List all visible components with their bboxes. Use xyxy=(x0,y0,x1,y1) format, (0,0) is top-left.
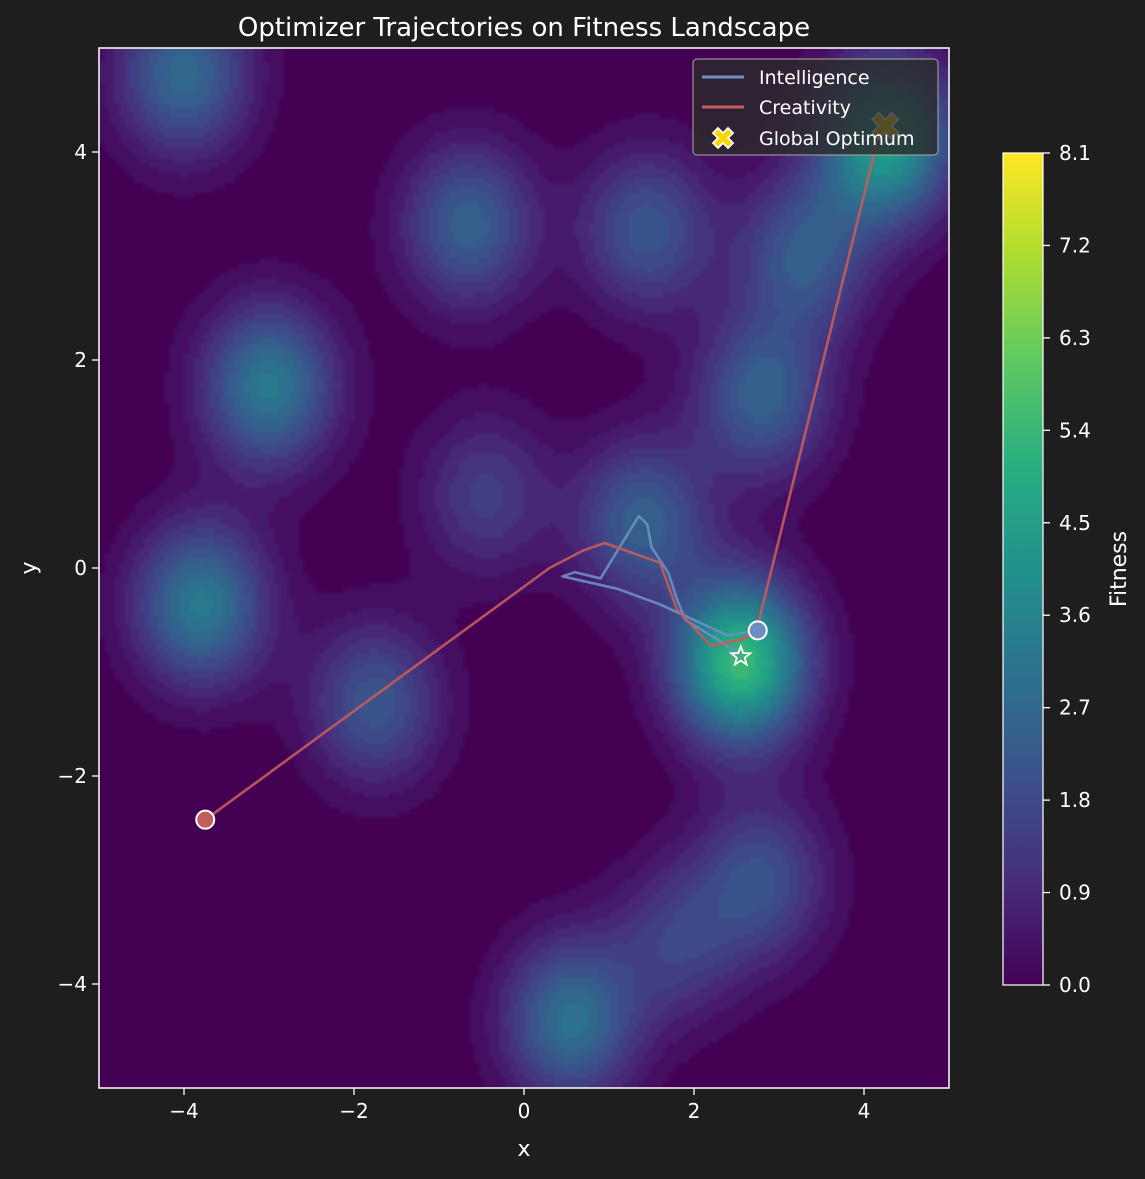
colorbar-ticks: 0.0 0.9 1.8 2.7 3.6 4.5 5.4 6.3 7.2 8.1 xyxy=(1043,141,1091,997)
x-tick-label: 0 xyxy=(518,1099,531,1123)
y-axis-label: y xyxy=(17,561,42,574)
chart-title: Optimizer Trajectories on Fitness Landsc… xyxy=(238,13,810,43)
x-axis-label: x xyxy=(517,1137,530,1162)
fitness-landscape xyxy=(99,48,949,1088)
x-tick-label: −2 xyxy=(339,1099,368,1123)
end-star-marker xyxy=(728,643,753,667)
y-tick-label: 2 xyxy=(74,348,87,372)
y-tick-label: 4 xyxy=(74,140,87,164)
start-marker-intelligence xyxy=(747,620,768,641)
start-marker-creativity xyxy=(195,809,216,830)
x-axis-ticks: −4 −2 0 2 4 xyxy=(169,1088,870,1123)
y-tick-label: −2 xyxy=(58,764,87,788)
x-tick-label: −4 xyxy=(169,1099,198,1123)
colorbar-tick-label: 5.4 xyxy=(1059,418,1091,442)
colorbar-tick-label: 7.2 xyxy=(1059,233,1091,257)
colorbar-tick-label: 8.1 xyxy=(1059,141,1091,165)
colorbar-gradient xyxy=(1002,152,1044,986)
colorbar: 0.0 0.9 1.8 2.7 3.6 4.5 5.4 6.3 7.2 8.1 Fitness xyxy=(1002,141,1132,997)
colorbar-tick-label: 0.9 xyxy=(1059,881,1091,905)
y-tick-label: −4 xyxy=(58,972,87,996)
legend-box xyxy=(692,58,939,156)
x-tick-label: 4 xyxy=(858,1099,871,1123)
y-tick-label: 0 xyxy=(74,556,87,580)
colorbar-tick-label: 6.3 xyxy=(1059,326,1091,350)
x-tick-label: 2 xyxy=(688,1099,701,1123)
colorbar-label: Fitness xyxy=(1107,531,1132,607)
colorbar-tick-label: 1.8 xyxy=(1059,788,1091,812)
legend-global-optimum-marker xyxy=(711,126,735,150)
colorbar-tick-label: 3.6 xyxy=(1059,603,1091,627)
y-axis-ticks: −4 −2 0 2 4 xyxy=(58,140,99,996)
colorbar-tick-label: 2.7 xyxy=(1059,696,1091,720)
colorbar-tick-label: 4.5 xyxy=(1059,511,1091,535)
trajectory-intelligence xyxy=(560,514,759,658)
legend: Intelligence Creativity Global Optimum xyxy=(692,58,939,156)
legend-creativity-label: Creativity xyxy=(759,97,851,119)
legend-global-optimum-label: Global Optimum xyxy=(759,128,914,150)
colorbar-tick-label: 0.0 xyxy=(1059,973,1091,997)
legend-intelligence-label: Intelligence xyxy=(759,67,870,89)
